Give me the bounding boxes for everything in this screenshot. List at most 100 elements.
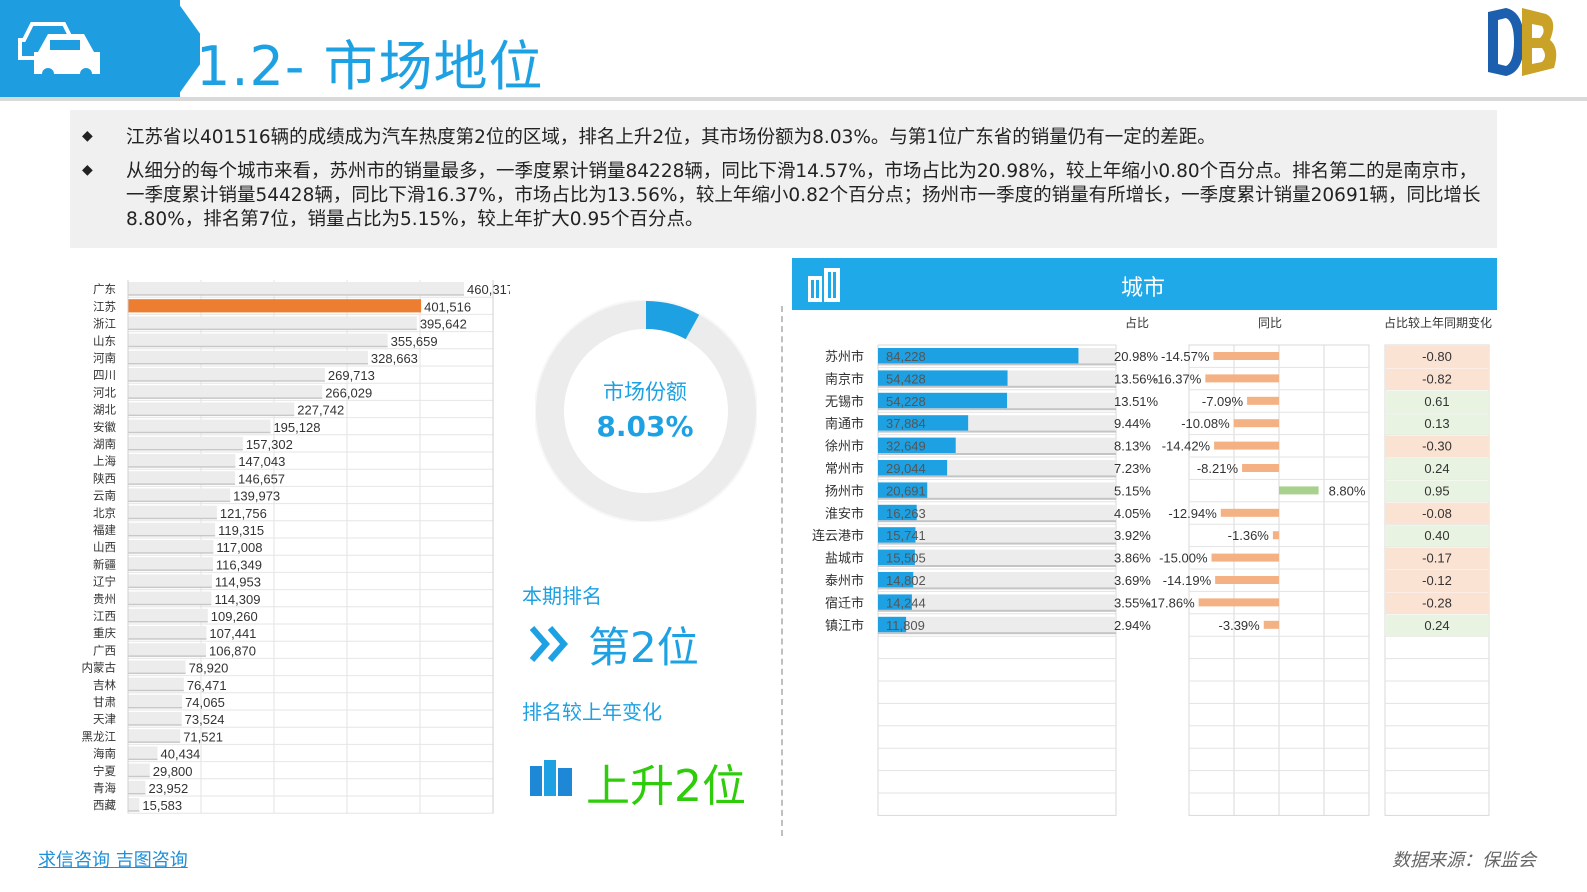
bar bbox=[128, 712, 182, 726]
change-label: 0.95 bbox=[1424, 483, 1449, 498]
sales-bar-shadow bbox=[878, 475, 1116, 478]
sales-bar-shadow bbox=[878, 565, 1116, 567]
bar bbox=[128, 540, 214, 554]
value-label: 76,471 bbox=[187, 678, 227, 693]
bar-shadow bbox=[128, 603, 212, 606]
bar-shadow bbox=[128, 397, 323, 399]
rank-change-value: 上升2位 bbox=[586, 761, 746, 812]
change-cell bbox=[1385, 413, 1489, 435]
bar-shadow bbox=[128, 793, 146, 795]
bar-shadow bbox=[128, 517, 217, 520]
yoy-label: -12.94% bbox=[1168, 506, 1217, 521]
footer-source-right: 数据来源：保监会 bbox=[1392, 850, 1536, 871]
bar bbox=[128, 350, 368, 364]
category-label: 西藏 bbox=[93, 799, 116, 812]
bar bbox=[128, 505, 217, 519]
sales-bar-bg bbox=[878, 572, 1116, 589]
value-label: 119,315 bbox=[218, 523, 264, 538]
sales-bar-bg bbox=[878, 616, 1116, 634]
value-label: 121,756 bbox=[220, 506, 267, 521]
value-label: 147,043 bbox=[238, 454, 285, 469]
bar bbox=[128, 643, 207, 657]
sales-label: 84,228 bbox=[886, 349, 926, 364]
city-label: 苏州市 bbox=[825, 349, 864, 364]
bar-shadow bbox=[128, 294, 465, 296]
share-label: 4.05% bbox=[1114, 506, 1151, 521]
bar-shadow bbox=[128, 724, 182, 726]
bar bbox=[128, 419, 271, 433]
donut-value: 8.03% bbox=[596, 410, 694, 443]
value-label: 269,713 bbox=[328, 368, 375, 383]
sales-bar bbox=[878, 415, 969, 431]
yoy-label: -14.19% bbox=[1163, 573, 1212, 588]
sales-label: 14,244 bbox=[886, 595, 926, 610]
category-label: 吉林 bbox=[93, 678, 116, 692]
sales-label: 54,428 bbox=[886, 371, 926, 386]
yoy-bar bbox=[1242, 464, 1279, 472]
bar bbox=[128, 316, 417, 330]
category-label: 河南 bbox=[93, 351, 116, 365]
category-label: 天津 bbox=[93, 713, 116, 726]
yoy-label: -16.37% bbox=[1153, 371, 1202, 386]
bar-shadow bbox=[128, 380, 325, 382]
category-label: 广西 bbox=[93, 644, 116, 657]
city-label: 扬州市 bbox=[825, 483, 864, 498]
bar-shadow bbox=[128, 569, 213, 571]
category-label: 甘肃 bbox=[93, 696, 116, 709]
sales-label: 15,505 bbox=[886, 551, 926, 566]
sales-bar bbox=[878, 392, 1008, 409]
category-label: 浙江 bbox=[93, 318, 116, 331]
value-label: 23,952 bbox=[148, 781, 188, 796]
value-label: 146,657 bbox=[238, 471, 285, 486]
sales-bar bbox=[878, 616, 907, 633]
header-share: 占比 bbox=[1125, 315, 1149, 330]
sales-label: 32,649 bbox=[886, 439, 926, 454]
value-label: 106,870 bbox=[209, 643, 256, 658]
category-label: 北京 bbox=[93, 506, 116, 520]
share-label: 3.92% bbox=[1114, 528, 1151, 543]
category-label: 河北 bbox=[93, 386, 116, 399]
value-label: 74,065 bbox=[185, 695, 225, 710]
category-label: 辽宁 bbox=[93, 575, 116, 589]
sales-bar-shadow bbox=[878, 453, 1116, 455]
bar-shadow bbox=[128, 466, 236, 468]
change-cell bbox=[1385, 570, 1489, 592]
footer-source-left[interactable]: 求信咨询 吉图咨询 bbox=[38, 850, 188, 871]
sales-bar-shadow bbox=[878, 363, 1116, 366]
city-label: 连云港市 bbox=[812, 528, 864, 543]
city-label: 镇江市 bbox=[825, 618, 864, 633]
change-label: -0.17 bbox=[1422, 551, 1452, 566]
change-cell bbox=[1385, 614, 1489, 637]
sales-bar-shadow bbox=[878, 609, 1116, 612]
bar-shadow bbox=[128, 689, 184, 692]
share-label: 5.15% bbox=[1114, 483, 1151, 498]
category-label: 山东 bbox=[93, 335, 116, 348]
sales-label: 54,228 bbox=[886, 394, 926, 409]
value-label: 395,642 bbox=[420, 317, 467, 332]
donut-slice bbox=[645, 301, 700, 340]
bar-shadow bbox=[128, 672, 186, 675]
sales-bar bbox=[878, 504, 917, 521]
sales-bar-shadow bbox=[878, 430, 1116, 433]
bar-shadow bbox=[128, 741, 181, 743]
sales-bar-shadow bbox=[878, 385, 1116, 388]
bar-shadow bbox=[128, 707, 183, 709]
bar bbox=[128, 522, 216, 536]
sales-bar-shadow bbox=[878, 542, 1116, 545]
donut-hole bbox=[564, 329, 728, 493]
category-label: 广东 bbox=[93, 283, 116, 296]
change-label: -0.08 bbox=[1422, 506, 1452, 521]
bar bbox=[128, 694, 183, 708]
sales-label: 20,691 bbox=[886, 483, 926, 498]
sales-bar-shadow bbox=[878, 520, 1116, 523]
share-label: 3.69% bbox=[1114, 573, 1151, 588]
share-label: 3.86% bbox=[1114, 551, 1151, 566]
page-title: 1.2- 市场地位 bbox=[196, 35, 544, 98]
category-label: 海南 bbox=[93, 747, 116, 761]
share-label: 20.98% bbox=[1114, 349, 1159, 364]
yoy-label: -7.09% bbox=[1202, 394, 1244, 409]
category-label: 云南 bbox=[93, 489, 116, 503]
category-label: 福建 bbox=[93, 523, 116, 537]
value-label: 227,742 bbox=[297, 403, 344, 418]
